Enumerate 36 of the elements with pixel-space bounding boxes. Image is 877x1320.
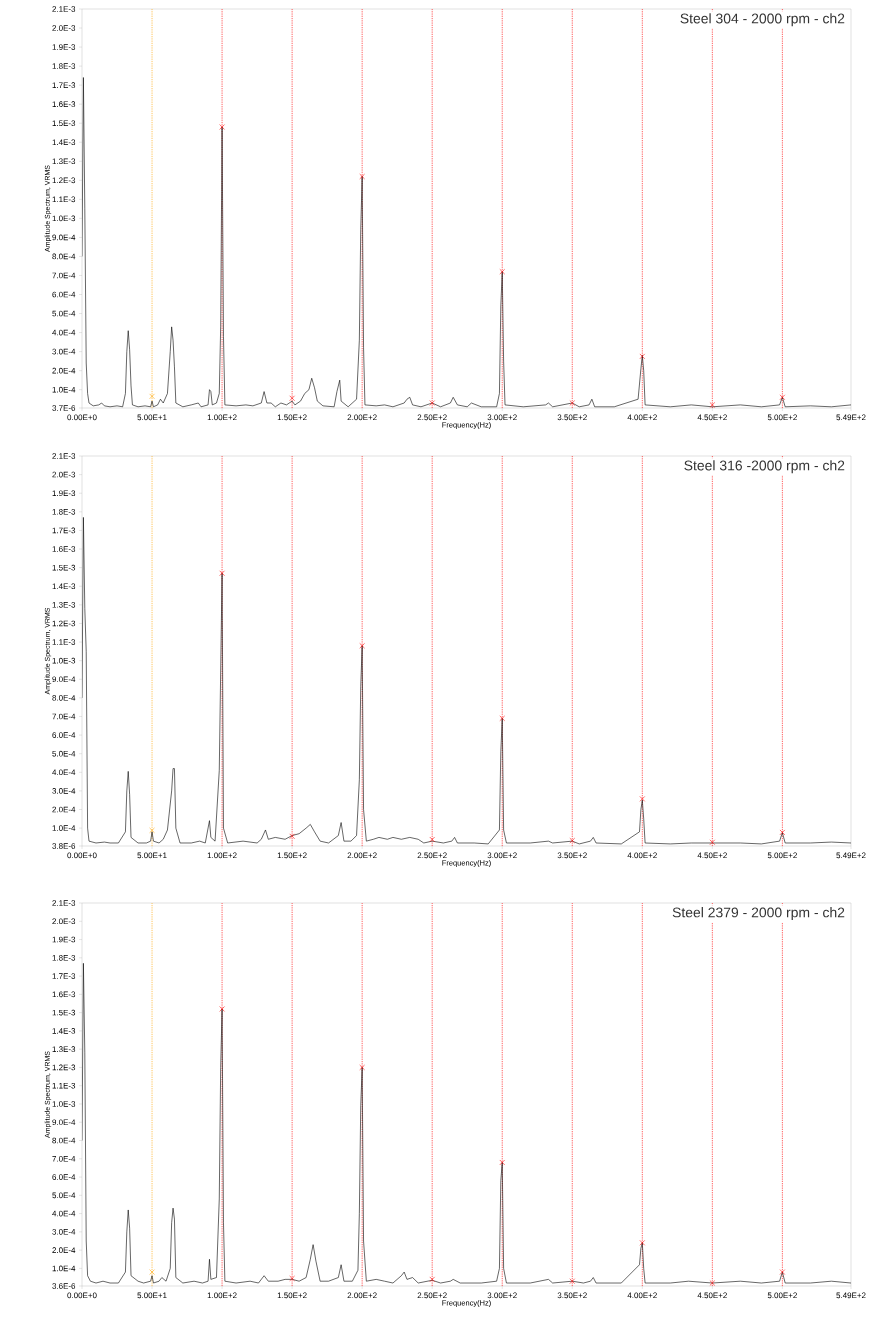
point: [359, 173, 365, 180]
point: [569, 400, 576, 406]
point: [709, 402, 716, 408]
point: [359, 1064, 365, 1071]
point: [429, 400, 435, 406]
chart-title: Steel 2379 - 2000 rpm - ch2: [672, 907, 845, 921]
point: [779, 829, 786, 836]
line-series: [82, 963, 852, 1284]
point: [149, 827, 155, 834]
point: [289, 833, 295, 840]
point: [429, 1276, 435, 1283]
point: [219, 124, 225, 130]
point: [779, 394, 786, 401]
point: [499, 715, 505, 722]
point: [289, 395, 295, 402]
point: [219, 1006, 225, 1012]
point: [709, 839, 716, 846]
chart-title: Steel 304 - 2000 rpm - ch2: [680, 13, 845, 27]
point: [639, 353, 646, 360]
point: [499, 268, 505, 275]
point: [149, 1269, 155, 1275]
point: [709, 1280, 716, 1286]
point: [429, 836, 435, 843]
line-series: [82, 77, 852, 408]
line-series: [82, 517, 852, 845]
point: [569, 837, 576, 844]
point: [499, 1159, 505, 1166]
point: [779, 1269, 786, 1275]
point: [219, 570, 225, 576]
point: [639, 1240, 646, 1246]
chart-title: Steel 316 -2000 rpm - ch2: [684, 460, 845, 474]
point: [639, 796, 646, 802]
point: [149, 393, 155, 400]
point: [289, 1275, 295, 1282]
point: [569, 1278, 576, 1284]
point: [359, 643, 365, 649]
